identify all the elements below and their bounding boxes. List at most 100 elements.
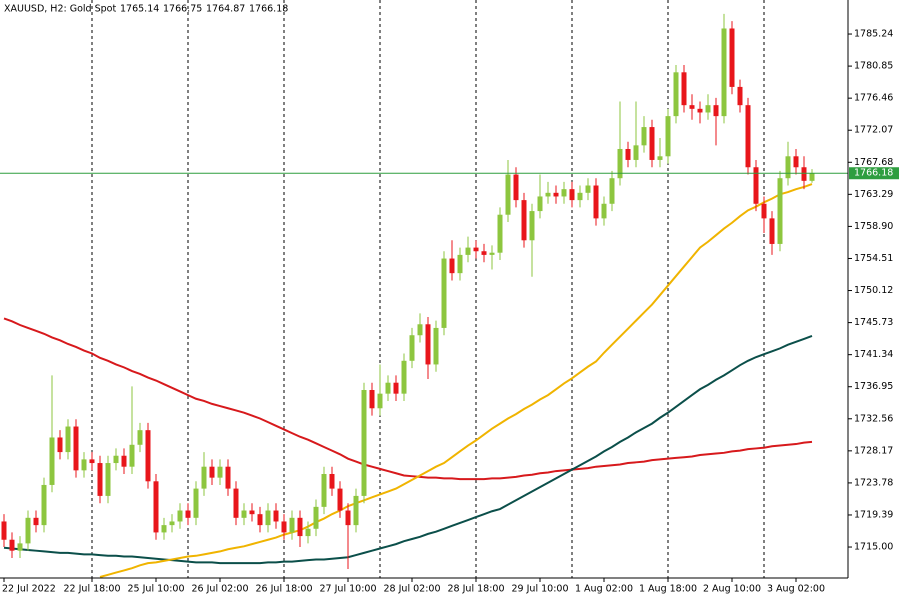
x-tick-label: 26 Jul 18:00 [256, 584, 313, 595]
candle-body [465, 247, 471, 255]
candle-body [105, 463, 111, 496]
candle-body [521, 200, 527, 241]
x-tick-label: 28 Jul 02:00 [384, 584, 441, 595]
candle-body [729, 28, 735, 87]
y-tick-label: 1732.56 [854, 413, 893, 424]
candle-body [585, 185, 591, 193]
candle-body [193, 488, 199, 518]
candle-body [633, 145, 639, 160]
candle-body [481, 251, 487, 255]
candle-body [265, 510, 271, 526]
candle-body [793, 156, 799, 168]
x-tick-label: 1 Aug 02:00 [575, 584, 633, 595]
candle-body [121, 455, 127, 467]
candle-body [401, 360, 407, 394]
x-tick-label: 22 Jul 18:00 [64, 584, 121, 595]
y-tick-label: 1723.78 [854, 477, 893, 488]
header-open: 1765.14 [120, 4, 159, 15]
candle-body [745, 105, 751, 168]
candle-body [593, 185, 599, 219]
candle-body [233, 488, 239, 518]
y-tick-label: 1715.00 [854, 542, 893, 553]
candle-body [81, 459, 87, 471]
candle-body [9, 539, 15, 551]
candle-body [137, 430, 143, 445]
y-tick-label: 1736.95 [854, 381, 893, 392]
x-tick-label: 3 Aug 02:00 [767, 584, 825, 595]
candle-body [721, 28, 727, 117]
candle-body [609, 178, 615, 204]
candles [1, 13, 815, 569]
y-tick-label: 1728.17 [854, 445, 893, 456]
candle-body [361, 390, 367, 496]
candle-body [385, 382, 391, 394]
candle-body [577, 192, 583, 201]
candle-body [785, 156, 791, 179]
y-tick-label: 1741.34 [854, 349, 893, 360]
chart-title: XAUUSD, H2: Gold Spot [4, 4, 116, 15]
candle-body [537, 196, 543, 212]
candle-body [409, 335, 415, 361]
candle-body [777, 178, 783, 244]
candle-body [513, 174, 519, 201]
candle-body [569, 189, 575, 201]
candle-body [529, 211, 535, 241]
y-tick-label: 1776.46 [854, 93, 893, 104]
candle-body [161, 525, 167, 533]
y-tick-label: 1758.90 [854, 221, 893, 232]
candle-body [329, 473, 335, 489]
separators [91, 0, 765, 578]
current-price-label: 1766.18 [854, 168, 893, 179]
header-low: 1764.87 [206, 4, 245, 15]
candle-body [457, 254, 463, 274]
candle-body [497, 214, 503, 253]
candle-body [313, 506, 319, 529]
candle-body [505, 174, 511, 215]
header-close: 1766.18 [249, 4, 288, 15]
header-high: 1766.75 [163, 4, 202, 15]
candle-body [625, 148, 631, 160]
candle-body [713, 105, 719, 117]
candle-body [145, 430, 151, 482]
candle-body [545, 192, 551, 197]
candle-body [97, 463, 103, 496]
candle-body [345, 510, 351, 526]
candle-body [697, 108, 703, 113]
candle-body [801, 167, 807, 181]
candle-body [41, 484, 47, 526]
current-price-box [849, 167, 899, 180]
candle-body [273, 510, 279, 522]
candle-body [1, 521, 7, 540]
candle-body [185, 510, 191, 518]
candle-body [113, 455, 119, 464]
moving-average [3, 335, 813, 565]
candle-body [225, 466, 231, 489]
candle-body [737, 86, 743, 106]
candle-body [89, 459, 95, 464]
annotations: 1715.00 1719.39 1723.78 1728.17 1732.56 1736.… [0, 29, 899, 595]
candle-body [753, 167, 759, 204]
y-tick-label: 1750.12 [854, 285, 893, 296]
candle-body [289, 517, 295, 533]
candle-body [489, 252, 495, 255]
candle-body [49, 437, 55, 485]
candle-body [433, 327, 439, 365]
candle-body [353, 495, 359, 526]
x-tick-label: 28 Jul 18:00 [448, 584, 505, 595]
candle-body [73, 426, 79, 471]
candle-body [441, 258, 447, 328]
candle-body [561, 189, 567, 197]
candle-body [33, 517, 39, 526]
x-tick-label: 25 Jul 10:00 [128, 584, 185, 595]
candle-body [209, 466, 215, 478]
candle-body [377, 393, 383, 409]
candle-body [449, 258, 455, 274]
x-tick-label: 2 Aug 10:00 [703, 584, 761, 595]
candle-body [241, 510, 247, 518]
candle-body [393, 382, 399, 394]
y-tick-label: 1767.68 [854, 157, 893, 168]
candle-body [657, 156, 663, 160]
y-tick-label: 1763.29 [854, 189, 893, 200]
candle-body [297, 517, 303, 537]
